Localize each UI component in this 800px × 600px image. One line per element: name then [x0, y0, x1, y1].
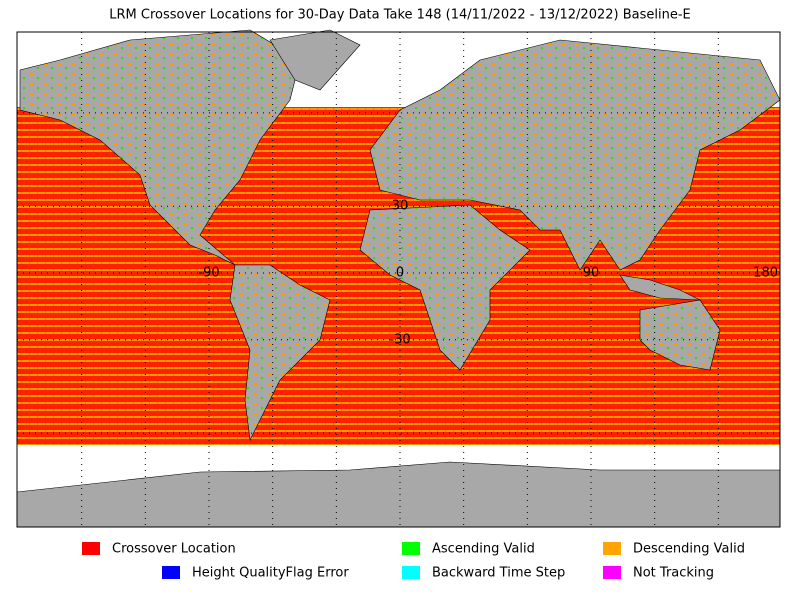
legend-swatch — [603, 542, 621, 555]
legend-label: Crossover Location — [112, 542, 236, 557]
longitude-label: 180 — [753, 266, 778, 281]
map — [16, 29, 781, 528]
legend-label: Ascending Valid — [432, 542, 535, 557]
title: LRM Crossover Locations for 30-Day Data … — [109, 8, 691, 23]
legend-swatch — [603, 566, 621, 579]
longitude-label: 90 — [583, 266, 600, 281]
latitude-label: -30 — [389, 332, 410, 347]
eurasia — [369, 39, 781, 271]
latitude-label: 30 — [392, 199, 409, 214]
indonesia — [619, 274, 701, 301]
legend-swatch — [402, 542, 420, 555]
legend-label: Backward Time Step — [432, 566, 565, 581]
longitude-label: -90 — [198, 266, 219, 281]
legend-swatch — [82, 542, 100, 555]
legend-swatch — [402, 566, 420, 579]
africa — [359, 204, 531, 371]
australia — [639, 299, 721, 371]
legend-label: Descending Valid — [633, 542, 745, 557]
legend-swatch — [162, 566, 180, 579]
legend-label: Not Tracking — [633, 566, 714, 581]
south-america — [229, 264, 331, 442]
map-frame — [16, 31, 781, 528]
land — [16, 29, 781, 528]
longitude-label: 0 — [396, 266, 404, 281]
legend-label: Height QualityFlag Error — [192, 566, 349, 581]
